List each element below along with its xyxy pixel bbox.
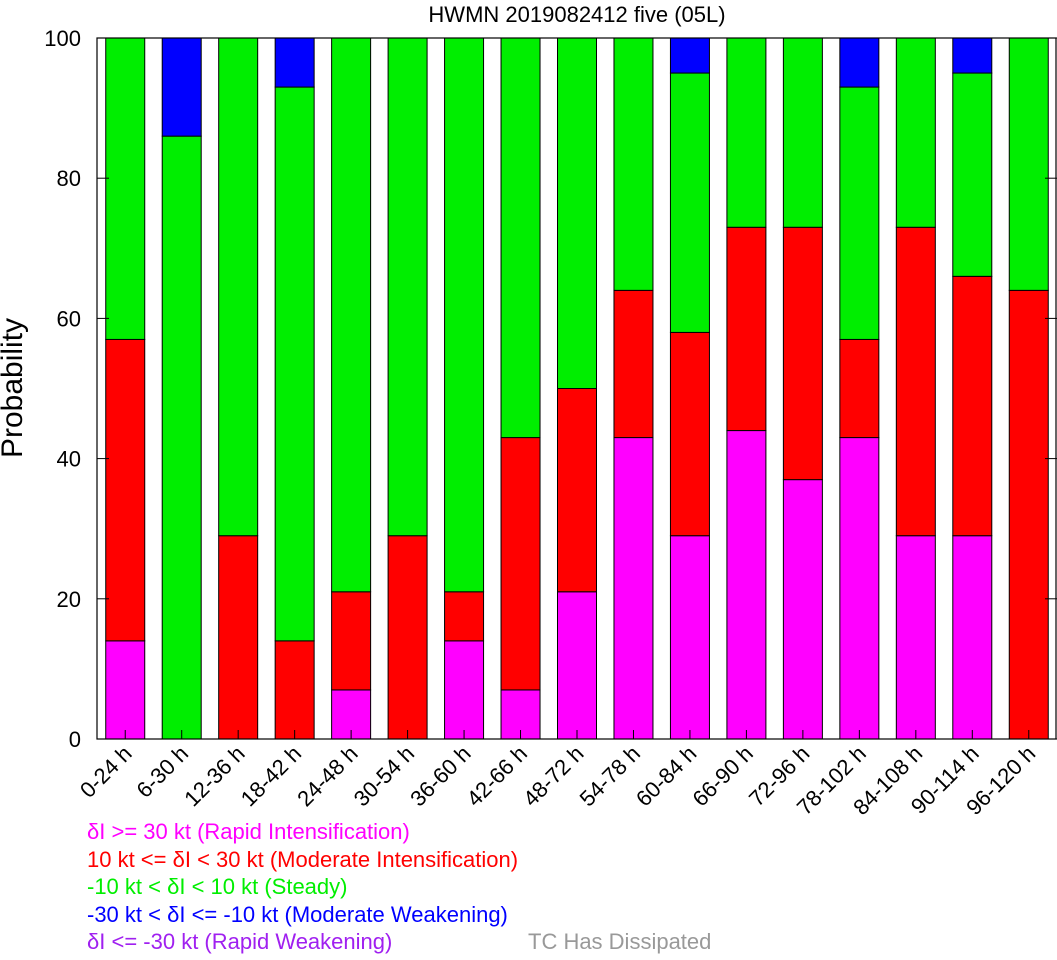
bar-segment-4-1	[331, 591, 372, 691]
bar-segment-6-1	[444, 591, 485, 642]
x-tick-label: 48-72 h	[518, 741, 588, 811]
bar-segment-1-3	[161, 37, 202, 137]
chart-title: HWMN 2019082412 five (05L)	[428, 2, 725, 27]
bar-segment-0-1	[105, 338, 146, 642]
x-tick-label: 42-66 h	[462, 741, 532, 811]
bar-segment-9-0	[613, 437, 654, 740]
bar-segment-10-1	[669, 331, 710, 537]
bar-segment-15-1	[952, 275, 993, 537]
bar-segment-3-1	[274, 640, 315, 740]
bar-segment-12-0	[782, 479, 823, 740]
legend-item-moderate-intensification: 10 kt <= δI < 30 kt (Moderate Intensific…	[87, 846, 519, 872]
bar-segment-13-0	[839, 437, 880, 740]
y-tick-label: 20	[57, 587, 81, 612]
y-tick-label: 60	[57, 306, 81, 331]
bar-segment-9-2	[613, 37, 654, 291]
bar-segment-7-2	[500, 37, 541, 439]
bar-segment-10-2	[669, 72, 710, 333]
x-tick-label: 36-60 h	[405, 741, 475, 811]
x-tick-label: 24-48 h	[292, 741, 362, 811]
bar-segment-5-2	[387, 37, 428, 537]
x-tick-label: 18-42 h	[236, 741, 306, 811]
bar-segment-16-1	[1008, 289, 1049, 740]
bar-segment-0-0	[105, 640, 146, 740]
bar-segment-9-1	[613, 289, 654, 439]
x-tick-label: 0-24 h	[75, 741, 137, 803]
y-tick-label: 0	[69, 727, 81, 752]
bar-segment-11-0	[726, 430, 767, 740]
bar-segment-2-1	[218, 535, 259, 740]
bar-segment-3-2	[274, 86, 315, 642]
bar-segment-3-3	[274, 37, 315, 88]
legend-item-rapid-intensification: δI >= 30 kt (Rapid Intensification)	[87, 819, 410, 844]
bar-segment-12-1	[782, 226, 823, 481]
legend-item-moderate-weakening: -30 kt < δI <= -10 kt (Moderate Weakenin…	[87, 901, 508, 927]
bar-segment-6-0	[444, 640, 485, 740]
legend-item-steady: -10 kt < δI < 10 kt (Steady)	[87, 874, 348, 899]
bar-segment-4-2	[331, 37, 372, 593]
bar-segment-8-2	[557, 37, 597, 389]
y-axis-label: Probability	[0, 318, 29, 458]
bar-segment-8-1	[557, 388, 597, 593]
bar-segment-14-1	[895, 226, 936, 537]
bar-segment-2-2	[218, 37, 259, 537]
plot-frame	[96, 37, 1057, 740]
bar-segment-10-0	[669, 535, 710, 740]
bar-segment-15-0	[952, 535, 993, 740]
bar-segment-16-2	[1008, 37, 1049, 291]
bar-segment-0-2	[105, 37, 146, 340]
bar-segment-7-1	[500, 437, 541, 691]
y-tick-label: 40	[57, 447, 81, 472]
x-tick-label: 30-54 h	[349, 741, 419, 811]
bar-segment-12-2	[782, 37, 823, 228]
y-tick-label: 80	[57, 166, 81, 191]
x-tick-label: 66-90 h	[687, 741, 757, 811]
bar-segment-11-2	[726, 37, 767, 228]
bar-segment-6-2	[444, 37, 485, 593]
bar-segment-8-0	[557, 591, 597, 740]
bar-segment-14-0	[895, 535, 936, 740]
bar-segment-10-3	[669, 37, 710, 74]
legend-item-rapid-weakening: δI <= -30 kt (Rapid Weakening)	[87, 929, 393, 954]
bar-segment-15-2	[952, 72, 993, 277]
bars-group	[105, 37, 1049, 740]
bar-segment-11-1	[726, 226, 767, 432]
legend-item-tc-dissipated: TC Has Dissipated	[528, 929, 712, 954]
x-tick-label: 54-78 h	[575, 741, 645, 811]
bar-segment-13-3	[839, 37, 880, 88]
bar-segment-14-2	[895, 37, 936, 228]
bar-segment-15-3	[952, 37, 993, 74]
y-tick-label: 100	[44, 26, 81, 51]
x-tick-label: 12-36 h	[179, 741, 249, 811]
bar-segment-5-1	[387, 535, 428, 740]
bar-segment-1-2	[161, 135, 202, 740]
bar-segment-13-2	[839, 86, 880, 340]
x-tick-label: 60-84 h	[631, 741, 701, 811]
bar-segment-13-1	[839, 338, 880, 439]
legend: δI >= 30 kt (Rapid Intensification) 10 k…	[87, 818, 518, 956]
